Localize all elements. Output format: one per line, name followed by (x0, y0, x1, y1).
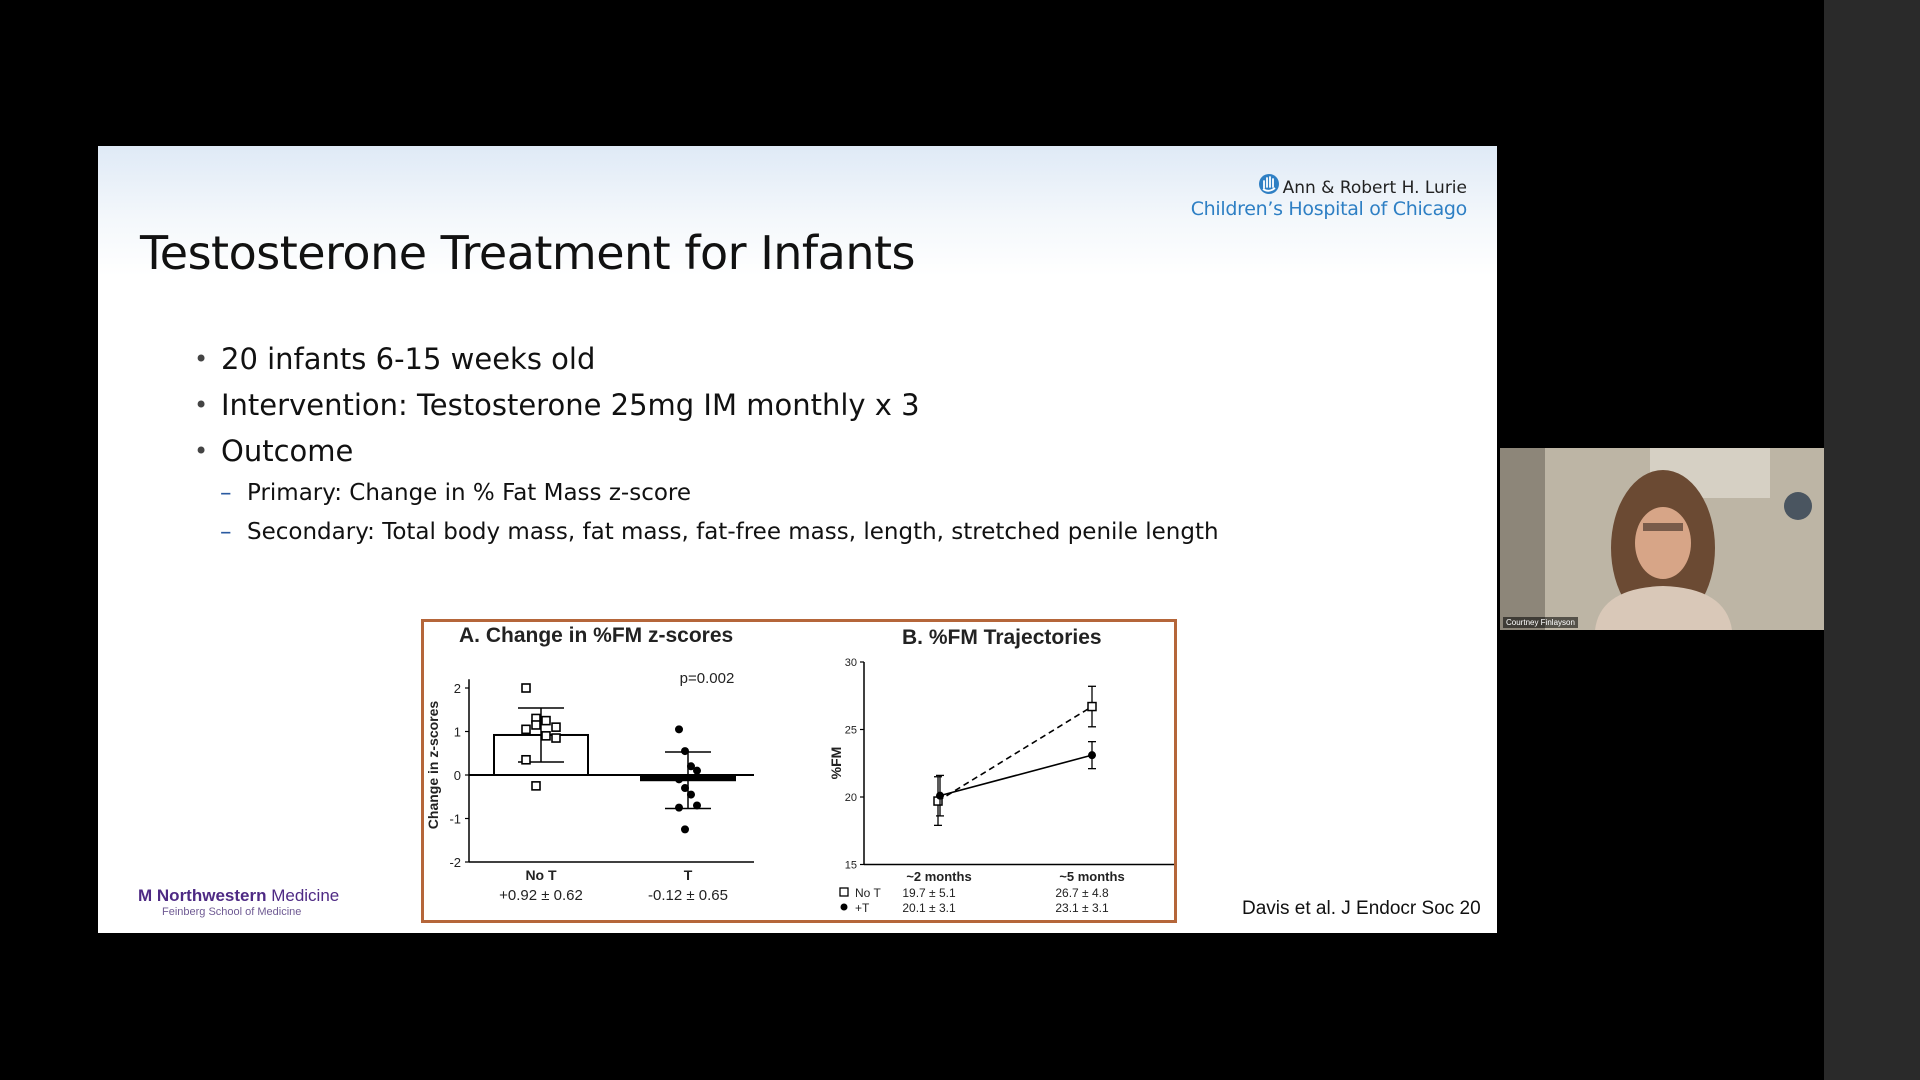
chart-a-point-open (521, 754, 531, 765)
chart-b-legend-marker (840, 903, 848, 911)
chart-b-ylabel: %FM (828, 747, 844, 780)
bullet-item: Outcome (194, 428, 1219, 474)
chart-b-x-label: ~2 months (906, 869, 971, 884)
chart-b-legend-label: No T (855, 886, 881, 900)
chart-a-point-filled (681, 784, 689, 793)
chart-a-point-filled (681, 825, 689, 834)
chart-a-point-filled (681, 747, 689, 756)
chart-b-value-label: 26.7 ± 4.8 (1055, 886, 1109, 900)
chart-a-category-stat: -0.12 ± 0.65 (648, 887, 728, 904)
chart-a-point-open (551, 722, 561, 732)
chart-b-value-label: 23.1 ± 3.1 (1055, 901, 1109, 915)
chart-b-series-line (937, 705, 1093, 802)
nw-name-light: Medicine (266, 886, 340, 905)
chart-b-point-open (1087, 701, 1097, 712)
chart-a-point-open (551, 733, 561, 743)
chart-b-value-label: 19.7 ± 5.1 (902, 886, 956, 900)
chart-a-point-open (541, 715, 551, 726)
chart-a-category-stat: +0.92 ± 0.62 (499, 887, 583, 904)
window-edge-strip (1824, 0, 1920, 1080)
chart-b-legend-marker (839, 887, 849, 897)
hospital-logo-line2: Children’s Hospital of Chicago (1190, 198, 1468, 220)
bullet-item: 20 infants 6-15 weeks old (194, 336, 1219, 382)
hand-icon (1258, 174, 1279, 194)
chart-a-point-open (521, 683, 531, 693)
chart-b-ytick-label: 15 (845, 860, 857, 872)
chart-a-category-label: T (684, 867, 693, 883)
chart-a-point-filled (693, 766, 701, 775)
chart-b-series-line (939, 754, 1093, 797)
chart-a-pvalue: p=0.002 (680, 670, 735, 687)
northwestern-logo: M Northwestern Medicine Feinberg School … (138, 886, 339, 918)
chart-b-point-filled (936, 791, 944, 800)
chart-a-point-filled (675, 803, 683, 812)
chart-a-ytick-label: 2 (454, 681, 461, 696)
citation: Davis et al. J Endocr Soc 20 (1242, 898, 1481, 919)
chart-a-title: A. Change in %FM z-scores (459, 624, 733, 647)
sub-bullet-item: Primary: Change in % Fat Mass z-score (220, 474, 1219, 513)
chart-b-point-filled (1088, 751, 1096, 760)
bullet-item: Intervention: Testosterone 25mg IM month… (194, 382, 1219, 428)
chart-a-point-open (541, 731, 551, 741)
chart-b-x-label: ~5 months (1059, 869, 1124, 884)
chart-a-point-filled (675, 775, 683, 784)
chart-b-ytick-label: 30 (845, 657, 857, 669)
sub-bullet-item: Secondary: Total body mass, fat mass, fa… (220, 513, 1219, 552)
hospital-logo-line1: Ann & Robert H. Lurie (1282, 178, 1467, 198)
nw-monogram: M (138, 886, 153, 905)
chart-a-point-filled (687, 762, 695, 771)
chart-b-title: B. %FM Trajectories (902, 626, 1102, 649)
slide-title: Testosterone Treatment for Infants (140, 226, 915, 280)
chart-a-point-open (531, 781, 541, 791)
chart-b-ytick-label: 20 (845, 792, 857, 804)
participant-name: Courtney Finlayson (1503, 617, 1578, 628)
nw-subtitle: Feinberg School of Medicine (162, 906, 302, 918)
chart-a-point-filled (693, 801, 701, 810)
chart-a-ytick-label: -1 (449, 812, 461, 827)
chart-b-value-label: 20.1 ± 3.1 (902, 901, 956, 915)
chart-a-ytick-label: 0 (454, 768, 461, 783)
hospital-logo: Ann & Robert H. Lurie Children’s Hospita… (1191, 172, 1467, 220)
chart-a-point-filled (675, 725, 683, 734)
participant-video-tile[interactable]: Courtney Finlayson (1500, 448, 1824, 630)
chart-b-legend-label: +T (855, 901, 870, 915)
chart-a-category-label: No T (525, 867, 557, 883)
chart-a-ylabel: Change in z-scores (425, 701, 441, 830)
presentation-slide: Ann & Robert H. Lurie Children’s Hospita… (98, 146, 1497, 933)
chart-b-ytick-label: 25 (845, 725, 857, 737)
chart-a-ytick-label: 1 (454, 725, 461, 740)
participant-video (1500, 448, 1824, 630)
chart-a-ytick-label: -2 (449, 855, 461, 870)
bullet-list: 20 infants 6-15 weeks old Intervention: … (194, 336, 1219, 552)
chart-a-point-open (531, 720, 541, 730)
chart-a-point-open (521, 724, 531, 735)
figure-panel: A. Change in %FM z-scores Change in z-sco… (421, 619, 1177, 923)
chart-a-point-filled (687, 790, 695, 799)
nw-name-bold: Northwestern (156, 886, 267, 905)
figure-svg: A. Change in %FM z-scores Change in z-sco… (425, 624, 1174, 915)
